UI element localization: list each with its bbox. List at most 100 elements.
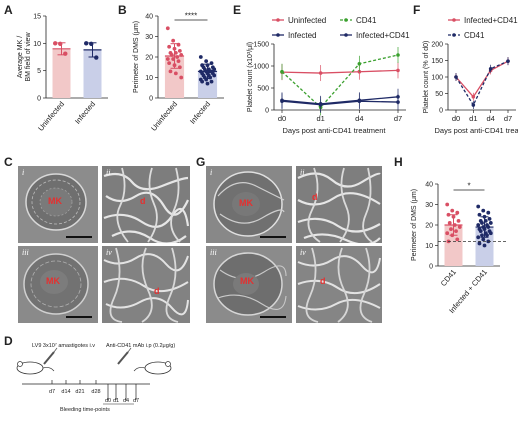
category-label: CD41 — [439, 268, 458, 288]
data-point — [456, 219, 461, 223]
em-index: iv — [300, 248, 306, 257]
x-tick-label: d7 — [394, 114, 402, 123]
data-point — [446, 212, 451, 217]
y-tick-label: 10 — [145, 75, 153, 82]
legend-marker — [276, 33, 280, 37]
y-axis-label: Average MK / — [17, 36, 24, 78]
y-tick-label: 0 — [265, 108, 269, 115]
data-point — [476, 235, 481, 240]
series-line — [455, 60, 509, 107]
data-point — [167, 44, 172, 49]
data-point — [177, 48, 182, 53]
em-image-g-iv: iv d — [296, 246, 382, 323]
data-point — [209, 79, 214, 84]
data-point — [200, 79, 205, 84]
dms-marker: d — [312, 192, 318, 202]
x-tick-label: d1 — [469, 114, 477, 123]
x-tick-label: d4 — [355, 114, 363, 123]
syringe-icon-infection — [43, 347, 58, 365]
y-tick-label: 0 — [429, 264, 433, 271]
legend-label: Infected+CD41 — [356, 31, 410, 40]
data-point — [477, 212, 482, 217]
legend-label: Infected — [288, 31, 316, 40]
scale-bar — [66, 236, 92, 238]
legend-marker — [452, 18, 456, 22]
em-texture — [18, 246, 98, 323]
data-point — [482, 243, 487, 248]
data-point — [205, 81, 210, 86]
legend-marker — [452, 33, 456, 37]
mk-marker: MK — [48, 196, 62, 206]
panel-label-b: B — [118, 3, 127, 17]
series-line — [281, 69, 399, 74]
mk-marker: MK — [46, 276, 60, 286]
timeline-tick-label: d14 — [61, 389, 70, 395]
scale-bar — [66, 316, 92, 318]
significance-label: **** — [185, 12, 197, 21]
em-index: i — [210, 168, 213, 177]
category-label: Infected — [73, 100, 97, 126]
bar — [83, 49, 102, 98]
em-image-g-iii: iii MK — [206, 246, 292, 323]
em-image-c-iv: iv d — [102, 246, 190, 323]
category-label: Uninfected — [149, 100, 179, 133]
timeline-tick-label: d0 — [105, 398, 111, 404]
data-point — [445, 202, 450, 207]
mk-marker: MK — [239, 198, 253, 208]
y-tick-label: 200 — [431, 42, 443, 49]
data-point — [455, 237, 460, 242]
data-point — [179, 75, 184, 80]
x-tick-label: d0 — [452, 114, 460, 123]
chart-b-dms-perimeter: 0 10 20 30 40 Uninfected Infected Perimeter of … — [133, 12, 224, 133]
timeline-d: LV9 3x10⁷ amastigotes i.v Anti-CD41 mAb … — [16, 342, 175, 413]
chart-e-platelet-count: 0 500 1000 1500 d0 d1 d4 d7 Days post anti-CD41 … — [247, 16, 410, 135]
dms-marker: d — [154, 286, 160, 296]
bleeding-label: Bleeding time-points — [60, 407, 110, 413]
data-point — [198, 55, 203, 59]
legend-label: Infected+CD41 — [464, 16, 518, 25]
data-point — [177, 65, 182, 70]
legend-label: CD41 — [356, 16, 377, 25]
data-point — [481, 237, 486, 242]
timeline-tick-label: d1 — [113, 398, 119, 404]
timeline-tick-label: d4 — [123, 398, 129, 404]
data-point — [488, 231, 493, 236]
data-point — [173, 71, 178, 76]
data-point — [449, 227, 453, 231]
y-tick-label: 30 — [145, 34, 153, 41]
y-tick-label: 10 — [33, 41, 41, 48]
scale-bar — [260, 236, 286, 238]
data-point — [477, 241, 482, 246]
panel-label-c: C — [4, 155, 13, 169]
chart-f-platelet-percent: 0 50 100 150 200 d0 d1 d4 d7 Days post anti-CD41 … — [423, 16, 518, 135]
em-index: ii — [106, 168, 111, 177]
significance-label: * — [467, 182, 470, 191]
y-tick-label: 30 — [425, 202, 433, 209]
mouse-icon-start — [16, 361, 55, 375]
y-tick-label: 1500 — [253, 42, 269, 49]
y-tick-label: 40 — [425, 182, 433, 189]
em-texture — [296, 246, 382, 323]
data-point — [171, 38, 176, 43]
scale-bar — [260, 316, 286, 318]
em-index: ii — [300, 168, 305, 177]
series-line — [281, 100, 399, 106]
data-point — [486, 210, 491, 215]
data-point — [457, 225, 462, 229]
panel-label-e: E — [233, 3, 242, 17]
data-point — [167, 61, 172, 66]
em-texture — [102, 166, 190, 243]
timeline-tick-label: d7 — [49, 389, 55, 395]
data-point — [176, 59, 181, 63]
x-tick-label: d7 — [504, 114, 512, 123]
em-image-c-i: i MK — [18, 166, 98, 243]
chart-a-mk-count: 0 5 10 15 Uninfected Infected Average MK / BM f… — [17, 14, 108, 133]
em-texture — [296, 166, 382, 243]
data-point — [455, 210, 460, 215]
legend-marker — [276, 18, 280, 22]
legend-label: Uninfected — [288, 16, 326, 25]
y-tick-label: 20 — [145, 55, 153, 62]
treatment-label: Anti-CD41 mAb i.p (0.2μg/g) — [106, 343, 175, 349]
bar — [52, 48, 71, 98]
y-tick-label: 500 — [257, 86, 269, 93]
